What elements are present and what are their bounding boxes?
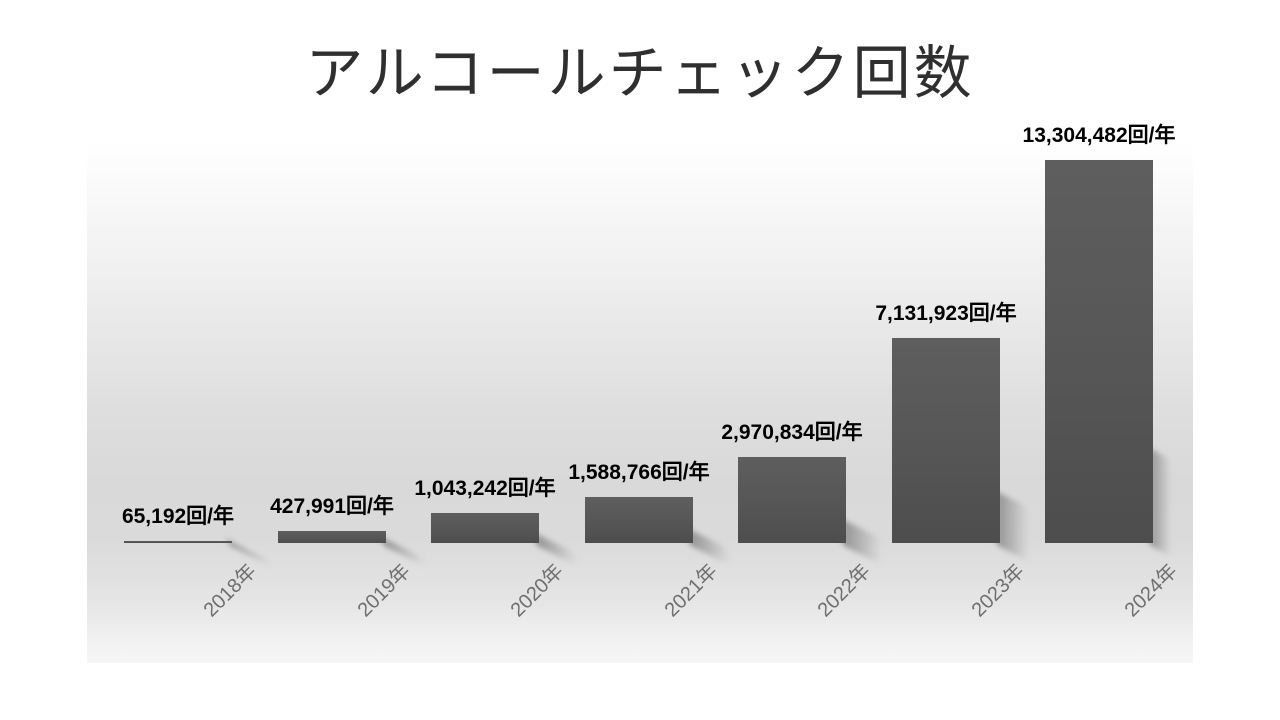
- chart-title: アルコールチェック回数: [305, 41, 975, 106]
- bar: [892, 338, 1000, 543]
- bar-value-label: 427,991回/年: [270, 495, 394, 518]
- bar-group: 7,131,923回/年 2023年: [87, 143, 1193, 663]
- bar-value-label: 13,304,482回/年: [1022, 124, 1176, 147]
- bar-value-label: 1,043,242回/年: [414, 477, 556, 500]
- bar-group: 1,588,766回/年 2021年: [87, 143, 1193, 663]
- bar: [278, 531, 386, 543]
- bar-group: 1,043,242回/年 2020年: [87, 143, 1193, 663]
- bar-value-label: 7,131,923回/年: [875, 302, 1017, 325]
- bar: [585, 497, 693, 543]
- bar-group: 2,970,834回/年 2022年: [87, 143, 1193, 663]
- bar: [124, 541, 232, 543]
- bar-value-label: 1,588,766回/年: [568, 461, 710, 484]
- bar-value-label: 2,970,834回/年: [721, 421, 863, 444]
- plot-area: 65,192回/年 2018年 427,991回/年 2019年 1,043,242回/…: [87, 124, 1193, 663]
- bar: [1045, 160, 1153, 543]
- bar-value-label: 65,192回/年: [121, 505, 235, 528]
- bar-group: 427,991回/年 2019年: [87, 143, 1193, 663]
- bar: [738, 457, 846, 543]
- bar: [431, 513, 539, 543]
- x-axis-label: 2024年: [1120, 560, 1182, 622]
- bar-group: 65,192回/年 2018年: [87, 143, 1193, 663]
- bar-group: 13,304,482回/年 2024年: [87, 124, 1193, 663]
